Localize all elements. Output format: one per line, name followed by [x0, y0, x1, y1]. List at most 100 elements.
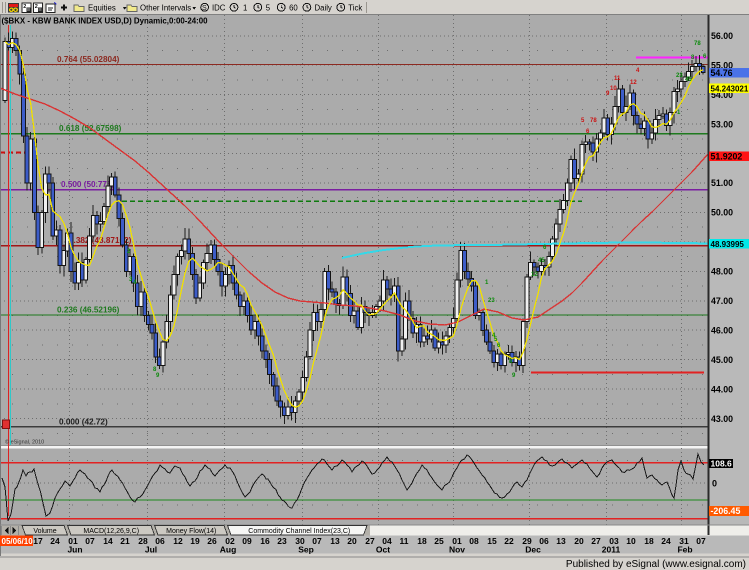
- svg-text:54.00: 54.00: [711, 90, 733, 100]
- svg-text:Money Flow(14): Money Flow(14): [166, 528, 216, 535]
- svg-text:Other Intervals: Other Intervals: [140, 4, 191, 13]
- svg-text:108.6: 108.6: [711, 459, 733, 469]
- svg-text:10: 10: [610, 86, 617, 92]
- svg-text:0.764 (55.02804): 0.764 (55.02804): [57, 55, 120, 64]
- svg-text:05/06/10: 05/06/10: [2, 537, 34, 546]
- svg-text:18: 18: [417, 536, 427, 546]
- svg-text:12: 12: [173, 536, 183, 546]
- svg-text:22: 22: [504, 536, 514, 546]
- svg-text:54.243021: 54.243021: [711, 84, 749, 93]
- svg-text:8: 8: [153, 367, 157, 373]
- svg-text:16: 16: [260, 536, 270, 546]
- svg-text:Aug: Aug: [220, 545, 237, 555]
- svg-text:Daily: Daily: [315, 4, 332, 13]
- svg-text:03: 03: [609, 536, 619, 546]
- svg-text:13: 13: [556, 536, 566, 546]
- svg-text:44.00: 44.00: [711, 384, 733, 394]
- svg-text:53.00: 53.00: [711, 119, 733, 129]
- svg-text:6: 6: [586, 129, 590, 135]
- svg-text:Jul: Jul: [145, 545, 157, 555]
- svg-text:31: 31: [679, 536, 689, 546]
- svg-text:0: 0: [712, 479, 717, 489]
- svg-text:0.500 (50.775): 0.500 (50.775): [61, 180, 115, 189]
- svg-text:24: 24: [50, 536, 60, 546]
- svg-text:4: 4: [492, 333, 496, 339]
- svg-text:56.00: 56.00: [711, 31, 733, 41]
- svg-text:06: 06: [539, 536, 549, 546]
- svg-text:8: 8: [691, 55, 695, 61]
- svg-text:51.9202: 51.9202: [711, 151, 743, 161]
- svg-text:29: 29: [522, 536, 532, 546]
- svg-text:Sep: Sep: [298, 545, 314, 555]
- svg-text:78: 78: [694, 41, 701, 47]
- svg-text:Equities: Equities: [88, 4, 116, 13]
- svg-text:46.00: 46.00: [711, 325, 733, 335]
- svg-text:5: 5: [266, 4, 271, 13]
- svg-text:51.00: 51.00: [711, 178, 733, 188]
- svg-text:6: 6: [703, 54, 707, 60]
- svg-text:48.00: 48.00: [711, 267, 733, 277]
- svg-text:24: 24: [661, 536, 671, 546]
- svg-text:9: 9: [156, 373, 160, 379]
- svg-text:07: 07: [85, 536, 95, 546]
- svg-text:27: 27: [591, 536, 601, 546]
- svg-text:12: 12: [531, 272, 538, 278]
- svg-text:6: 6: [543, 245, 547, 251]
- svg-text:23: 23: [676, 73, 683, 79]
- svg-text:13: 13: [330, 536, 340, 546]
- svg-text:12: 12: [630, 80, 637, 86]
- svg-text:06: 06: [155, 536, 165, 546]
- svg-text:07: 07: [312, 536, 322, 546]
- svg-text:Commodity Channel Index(23,C): Commodity Channel Index(23,C): [248, 528, 350, 535]
- svg-text:07: 07: [696, 536, 706, 546]
- svg-text:Oct: Oct: [376, 545, 390, 555]
- svg-text:1: 1: [485, 280, 489, 286]
- svg-text:2: 2: [127, 249, 131, 255]
- svg-text:23: 23: [277, 536, 287, 546]
- svg-text:3: 3: [129, 277, 133, 283]
- svg-text:47.00: 47.00: [711, 296, 733, 306]
- svg-text:28: 28: [138, 536, 148, 546]
- svg-text:5: 5: [581, 118, 585, 124]
- svg-text:11: 11: [614, 76, 621, 82]
- svg-text:02: 02: [225, 536, 235, 546]
- svg-text:8: 8: [509, 359, 513, 365]
- svg-text:S: S: [202, 5, 207, 12]
- svg-text:45.00: 45.00: [711, 355, 733, 365]
- svg-text:9: 9: [606, 91, 610, 97]
- svg-text:6: 6: [497, 343, 501, 349]
- svg-text:01: 01: [68, 536, 78, 546]
- svg-text:14: 14: [103, 536, 113, 546]
- svg-text:IDC: IDC: [212, 4, 226, 13]
- svg-text:© eSignal, 2010: © eSignal, 2010: [5, 439, 44, 446]
- svg-text:26: 26: [207, 536, 217, 546]
- svg-text:23: 23: [488, 298, 495, 304]
- svg-text:09: 09: [242, 536, 252, 546]
- svg-text:Nov: Nov: [449, 545, 465, 555]
- svg-text:60: 60: [289, 4, 298, 13]
- svg-text:1: 1: [677, 110, 681, 116]
- svg-text:2011: 2011: [602, 545, 621, 555]
- svg-text:17: 17: [33, 536, 43, 546]
- svg-text:Dec: Dec: [525, 545, 541, 555]
- svg-text:($BKX - KBW BANK INDEX USD,D): ($BKX - KBW BANK INDEX USD,D) Dynamic,0:…: [2, 17, 209, 26]
- svg-text:0.236 (46.52196): 0.236 (46.52196): [57, 305, 120, 314]
- svg-text:45: 45: [685, 77, 692, 83]
- svg-text:78: 78: [590, 118, 597, 124]
- svg-text:2: 2: [35, 4, 38, 10]
- svg-text:27: 27: [365, 536, 375, 546]
- svg-text:4: 4: [636, 68, 640, 74]
- svg-text:11: 11: [400, 536, 409, 546]
- svg-text:Feb: Feb: [677, 545, 692, 555]
- svg-text:48.93995: 48.93995: [711, 240, 745, 249]
- svg-text:5: 5: [494, 337, 498, 343]
- svg-text:08: 08: [469, 536, 479, 546]
- svg-text:-206.45: -206.45: [711, 506, 741, 516]
- svg-text:45: 45: [538, 258, 545, 264]
- svg-text:19: 19: [190, 536, 200, 546]
- svg-text:18: 18: [644, 536, 654, 546]
- svg-text:0.000 (42.72): 0.000 (42.72): [59, 417, 108, 426]
- svg-text:25: 25: [434, 536, 444, 546]
- svg-text:54.76: 54.76: [711, 68, 733, 78]
- svg-text:Jun: Jun: [67, 545, 82, 555]
